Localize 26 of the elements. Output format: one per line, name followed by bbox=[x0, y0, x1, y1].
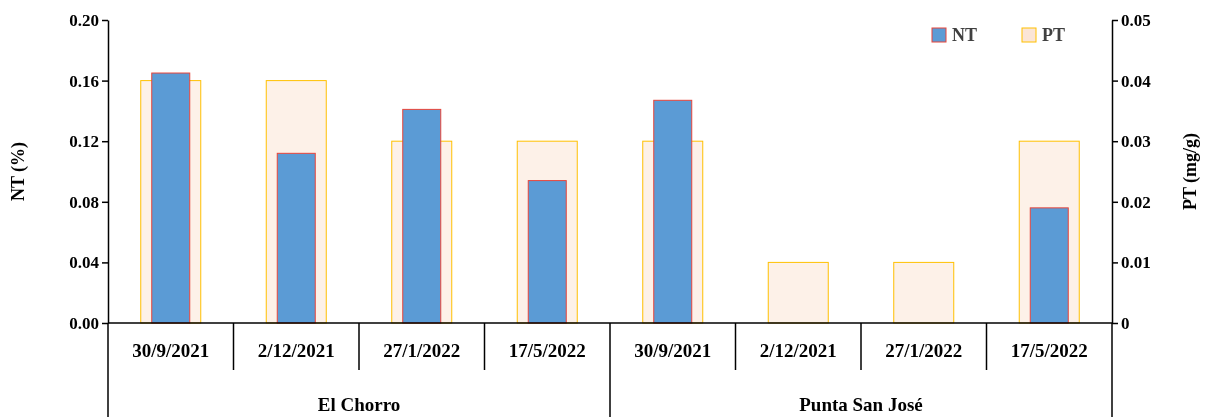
y2-tick-label: 0.02 bbox=[1121, 192, 1151, 212]
y-tick-label: 0.12 bbox=[69, 132, 99, 152]
x-tick-label: 30/9/2021 bbox=[132, 340, 210, 361]
x-tick-label: 2/12/2021 bbox=[257, 340, 335, 361]
y2-tick-label: 0.05 bbox=[1121, 10, 1151, 30]
text: El Chorro bbox=[317, 394, 401, 415]
x-tick-label: 17/5/2022 bbox=[1010, 340, 1088, 361]
text: Punta San José bbox=[799, 394, 923, 415]
y2-tick-label: 0.04 bbox=[1121, 71, 1152, 91]
y2-tick-label: 0.01 bbox=[1121, 253, 1151, 273]
y-tick-label: 0.20 bbox=[69, 10, 99, 30]
y2-tick-label: 0 bbox=[1121, 313, 1130, 333]
x-tick-label: 30/9/2021 bbox=[634, 340, 712, 361]
y2-tick-label: 0.03 bbox=[1121, 132, 1151, 152]
x-tick-label: 27/1/2022 bbox=[383, 340, 461, 361]
y-axis-title: NT (%) bbox=[8, 141, 29, 202]
x-tick-label: 27/1/2022 bbox=[885, 340, 963, 361]
y-tick-label: 0.04 bbox=[69, 253, 100, 273]
y2-axis-title: PT (mg/g) bbox=[1180, 132, 1201, 211]
legend-label: NT bbox=[952, 25, 978, 45]
y-tick-label: 0.00 bbox=[69, 313, 99, 333]
x-tick-label: 17/5/2022 bbox=[508, 340, 586, 361]
y-tick-label: 0.08 bbox=[69, 192, 99, 212]
y-tick-label: 0.16 bbox=[69, 71, 99, 91]
legend-label: PT bbox=[1042, 25, 1066, 45]
x-tick-label: 2/12/2021 bbox=[759, 340, 837, 361]
